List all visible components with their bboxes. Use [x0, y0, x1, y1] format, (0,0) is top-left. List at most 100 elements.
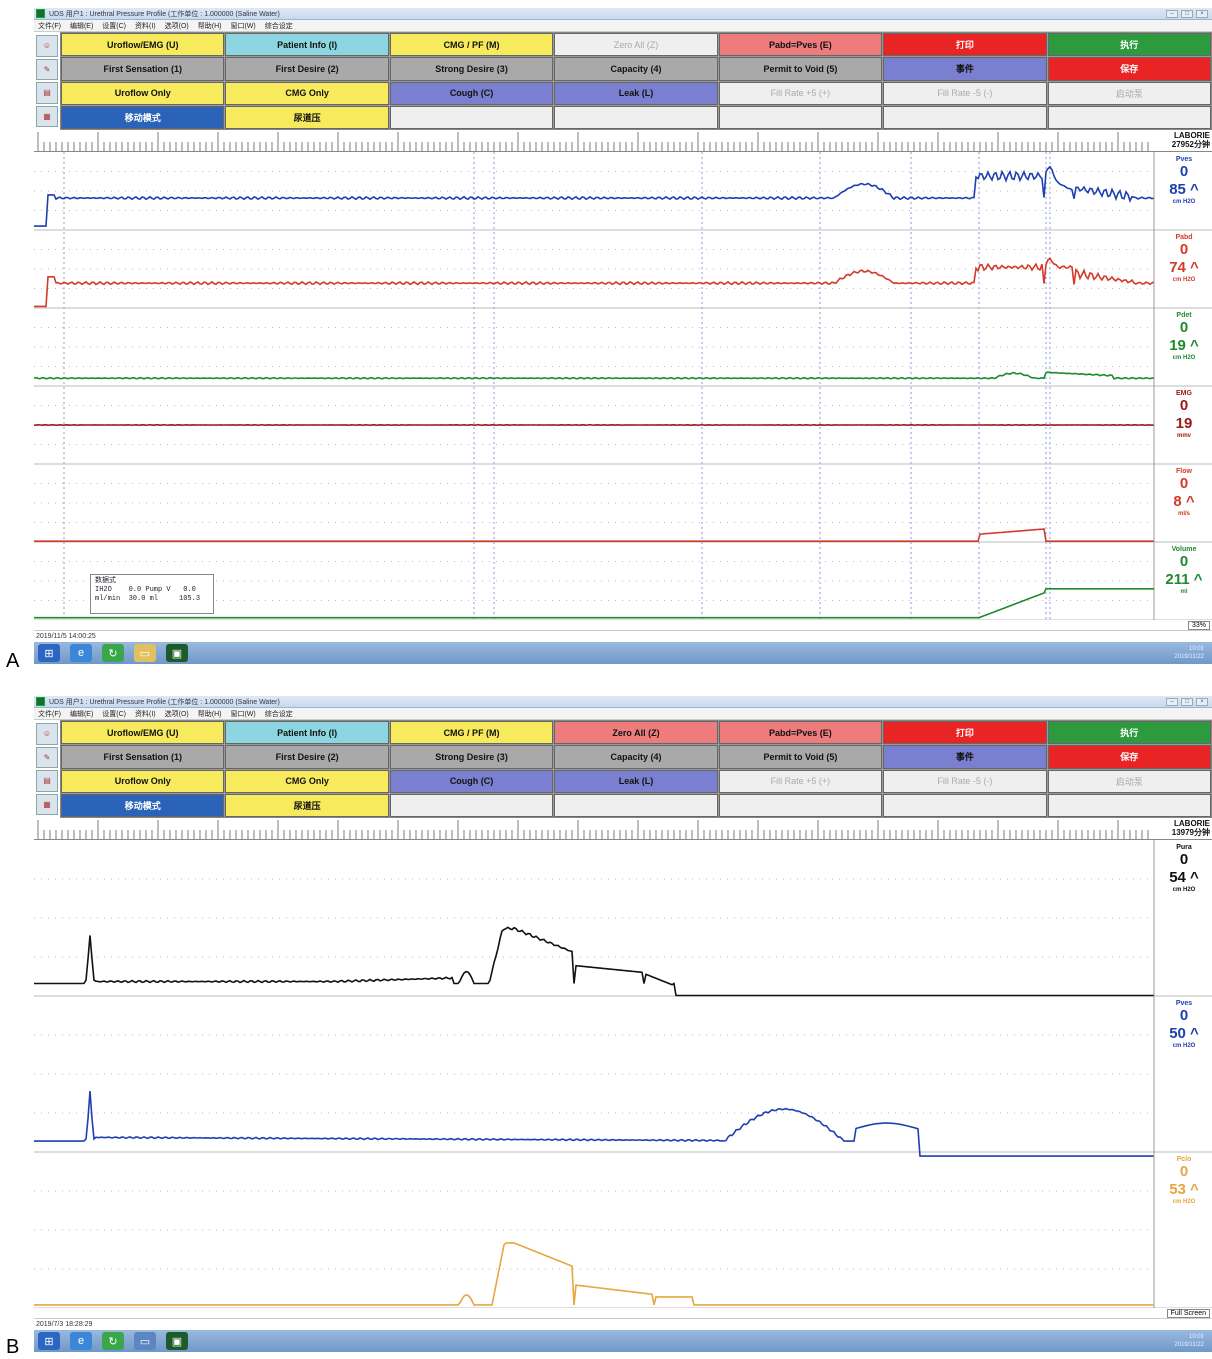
function-button[interactable]: 启动泵 — [1047, 81, 1211, 105]
uds-app-icon[interactable]: ▣ — [166, 1332, 188, 1350]
timestamp: 2019/7/3 18:28:29 — [36, 1321, 93, 1328]
function-button[interactable]: 执行 — [1047, 33, 1211, 57]
empty-button-slot — [1047, 105, 1211, 129]
menu-item[interactable]: 窗口(W) — [230, 22, 256, 30]
function-button-grid: Uroflow/EMG (U) Patient Info (I) CMG / PF … — [60, 720, 1212, 818]
menu-item[interactable]: 窗口(W) — [230, 710, 256, 718]
function-button[interactable]: 尿道压 — [225, 793, 389, 817]
function-button[interactable]: Patient Info (I) — [225, 33, 389, 57]
menu-item[interactable]: 文件(F) — [38, 710, 61, 718]
window-panel-b: UDS 用户1 : Urethral Pressure Profile (工作单… — [34, 696, 1212, 1357]
function-button[interactable]: Permit to Void (5) — [718, 745, 883, 769]
function-button[interactable]: Pabd=Pves (E) — [718, 33, 883, 57]
empty-button-slot — [554, 105, 718, 129]
function-button[interactable]: Fill Rate +5 (+) — [718, 81, 883, 105]
function-button[interactable]: CMG / PF (M) — [389, 33, 554, 57]
refresh-icon[interactable]: ↻ — [102, 644, 124, 662]
report-icon[interactable]: ▦ — [36, 105, 58, 127]
function-button[interactable]: First Sensation (1) — [61, 745, 225, 769]
function-button[interactable]: 保存 — [1047, 57, 1211, 81]
function-button[interactable]: 打印 — [883, 721, 1047, 745]
function-button[interactable]: Capacity (4) — [554, 745, 718, 769]
function-button[interactable]: Strong Desire (3) — [389, 57, 554, 81]
maximize-icon[interactable]: □ — [1181, 9, 1193, 18]
review-icon[interactable]: ▤ — [36, 770, 58, 792]
function-button[interactable]: Capacity (4) — [554, 57, 718, 81]
uds-app-icon[interactable]: ▣ — [166, 644, 188, 662]
menu-item[interactable]: 帮助(H) — [197, 22, 222, 30]
readout-zero: 0 — [1179, 163, 1189, 180]
menu-item[interactable]: 编辑(E) — [69, 710, 94, 718]
function-button[interactable]: First Sensation (1) — [61, 57, 225, 81]
browser-icon[interactable]: e — [70, 1332, 92, 1350]
function-button[interactable]: Uroflow Only — [61, 769, 225, 793]
function-button[interactable]: 移动模式 — [61, 105, 225, 129]
zoom-select[interactable]: 33% — [1187, 621, 1210, 630]
patient-icon[interactable]: ☺ — [36, 723, 58, 745]
readout-zero: 0 — [1179, 1007, 1189, 1024]
tray-time: 10:01 — [1188, 1334, 1204, 1340]
review-icon[interactable]: ▤ — [36, 82, 58, 104]
readout-value: 74 ^ — [1169, 259, 1199, 276]
browser-icon[interactable]: e — [70, 644, 92, 662]
function-button[interactable]: CMG / PF (M) — [389, 721, 554, 745]
function-button[interactable]: 保存 — [1047, 745, 1211, 769]
minimize-icon[interactable]: – — [1166, 9, 1178, 18]
function-button[interactable]: 启动泵 — [1047, 769, 1211, 793]
refresh-icon[interactable]: ↻ — [102, 1332, 124, 1350]
function-button[interactable]: Fill Rate -5 (-) — [883, 81, 1047, 105]
folder-icon[interactable]: ▭ — [134, 644, 156, 662]
function-button[interactable]: Cough (C) — [389, 81, 554, 105]
function-button[interactable]: CMG Only — [225, 81, 389, 105]
readout-zero: 0 — [1179, 475, 1189, 492]
menu-item[interactable]: 设置(C) — [102, 22, 127, 30]
function-button[interactable]: 事件 — [883, 745, 1047, 769]
test-icon[interactable]: ✎ — [36, 58, 58, 80]
zoom-select[interactable]: Full Screen — [1166, 1309, 1210, 1318]
menu-item[interactable]: 文件(F) — [38, 22, 61, 30]
start-icon[interactable]: ⊞ — [38, 1332, 60, 1350]
menu-item[interactable]: 资料(I) — [135, 710, 156, 718]
channel-readout: Volume 0 211 ^ ml — [1156, 546, 1212, 595]
function-button[interactable]: Pabd=Pves (E) — [718, 721, 883, 745]
menu-item[interactable]: 帮助(H) — [197, 710, 222, 718]
function-button[interactable]: 尿道压 — [225, 105, 389, 129]
start-icon[interactable]: ⊞ — [38, 644, 60, 662]
function-button[interactable]: First Desire (2) — [225, 745, 389, 769]
close-icon[interactable]: × — [1196, 697, 1208, 706]
document-icon[interactable]: ▭ — [134, 1332, 156, 1350]
minimize-icon[interactable]: – — [1166, 697, 1178, 706]
menu-item[interactable]: 选项(O) — [164, 22, 189, 30]
status-bar: 2019/11/5 14:00:25 — [34, 630, 1212, 642]
function-button[interactable]: Patient Info (I) — [225, 721, 389, 745]
function-button[interactable]: Zero All (Z) — [554, 33, 718, 57]
menu-item[interactable]: 资料(I) — [135, 22, 156, 30]
maximize-icon[interactable]: □ — [1181, 697, 1193, 706]
close-icon[interactable]: × — [1196, 9, 1208, 18]
menu-item[interactable]: 综合设定 — [264, 710, 293, 718]
function-button[interactable]: Uroflow/EMG (U) — [61, 721, 225, 745]
test-icon[interactable]: ✎ — [36, 746, 58, 768]
function-button[interactable]: First Desire (2) — [225, 57, 389, 81]
function-button[interactable]: Zero All (Z) — [554, 721, 718, 745]
function-button[interactable]: Leak (L) — [554, 769, 718, 793]
patient-icon[interactable]: ☺ — [36, 35, 58, 57]
function-button[interactable]: Strong Desire (3) — [389, 745, 554, 769]
function-button[interactable]: 打印 — [883, 33, 1047, 57]
function-button[interactable]: 移动模式 — [61, 793, 225, 817]
function-button[interactable]: Leak (L) — [554, 81, 718, 105]
function-button[interactable]: Fill Rate +5 (+) — [718, 769, 883, 793]
function-button[interactable]: Cough (C) — [389, 769, 554, 793]
menu-item[interactable]: 综合设定 — [264, 22, 293, 30]
function-button[interactable]: CMG Only — [225, 769, 389, 793]
function-button[interactable]: 执行 — [1047, 721, 1211, 745]
function-button[interactable]: Uroflow Only — [61, 81, 225, 105]
function-button[interactable]: Fill Rate -5 (-) — [883, 769, 1047, 793]
menu-item[interactable]: 编辑(E) — [69, 22, 94, 30]
report-icon[interactable]: ▦ — [36, 793, 58, 815]
menu-item[interactable]: 设置(C) — [102, 710, 127, 718]
function-button[interactable]: Permit to Void (5) — [718, 57, 883, 81]
function-button[interactable]: Uroflow/EMG (U) — [61, 33, 225, 57]
menu-item[interactable]: 选项(O) — [164, 710, 189, 718]
function-button[interactable]: 事件 — [883, 57, 1047, 81]
